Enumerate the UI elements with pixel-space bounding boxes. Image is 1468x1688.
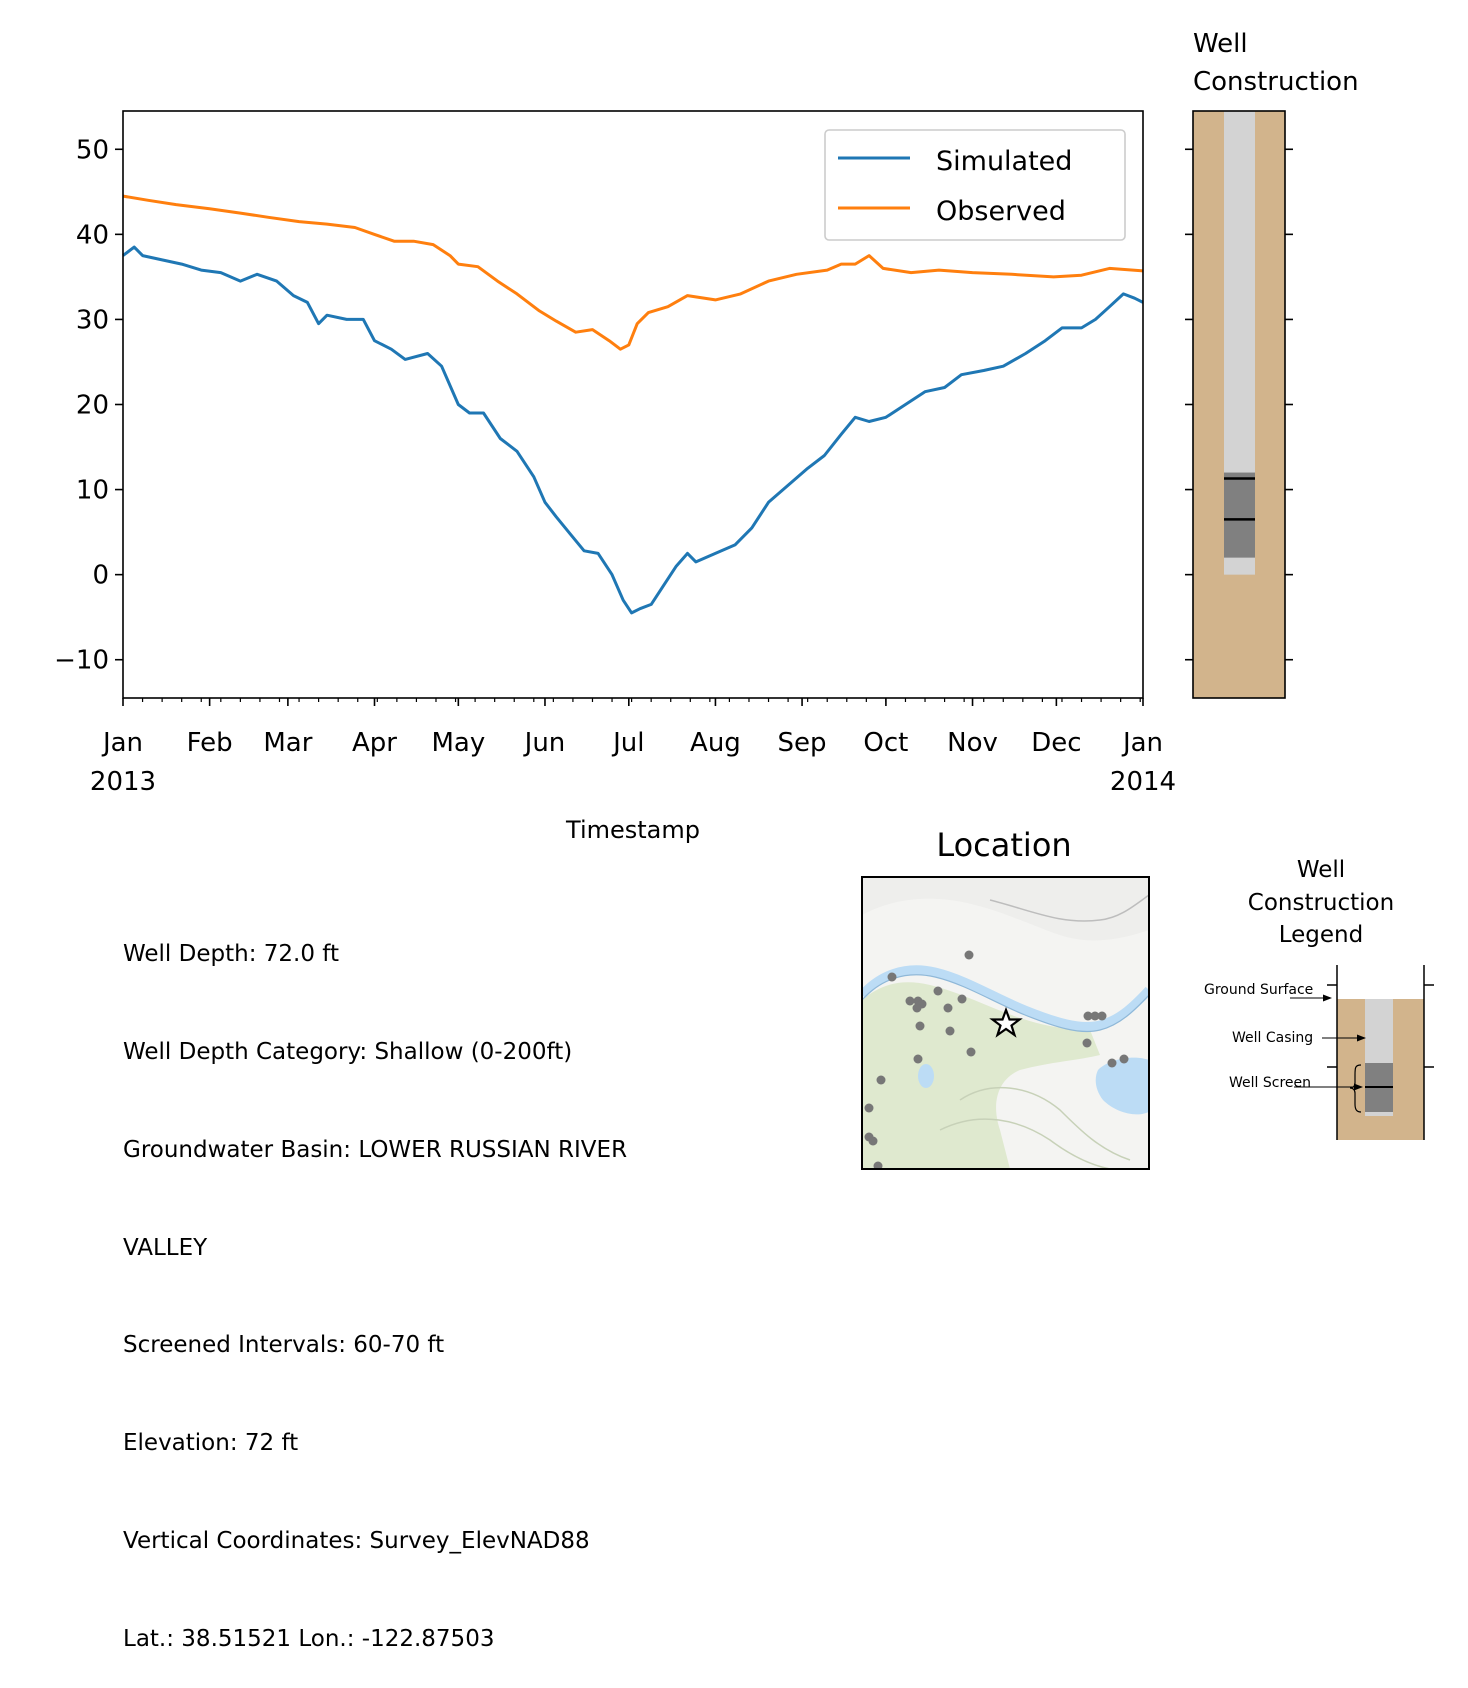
map-well-point bbox=[1090, 1011, 1100, 1021]
series-line-simulated bbox=[122, 245, 1144, 615]
map-well-point bbox=[913, 1054, 923, 1064]
y-tick-label: 40 bbox=[76, 220, 109, 250]
location-title: Location bbox=[936, 826, 1071, 864]
map-land-upper bbox=[862, 877, 1149, 941]
info-line-basin-cont: VALLEY bbox=[123, 1234, 208, 1261]
x-tick-year-label: 2013 bbox=[90, 767, 156, 797]
map-well-point bbox=[966, 1047, 976, 1057]
chart-legend: Simulated Observed bbox=[824, 129, 1126, 241]
well-screen-brace bbox=[1349, 1064, 1362, 1113]
info-line-depth-category: Well Depth Category: Shallow (0-200ft) bbox=[123, 1038, 573, 1065]
map-well-point bbox=[1097, 1011, 1107, 1021]
x-tick-label: Jun bbox=[523, 728, 566, 758]
location-map-panel: Location bbox=[861, 826, 1150, 1170]
map-well-point bbox=[1119, 1054, 1129, 1064]
info-line-elevation: Elevation: 72 ft bbox=[123, 1430, 299, 1457]
y-tick-label: 0 bbox=[92, 561, 109, 591]
legend-label-ground-surface: Ground Surface bbox=[1204, 982, 1313, 998]
x-tick-label: Mar bbox=[263, 728, 312, 758]
well-info-block: Well Depth: 72.0 ft Well Depth Category:… bbox=[123, 873, 627, 1688]
well-screen bbox=[1224, 472, 1255, 558]
x-tick-label: Jul bbox=[611, 728, 644, 758]
y-axis-ticks: −10 0 10 20 30 40 50 bbox=[54, 135, 123, 676]
legend-label-simulated: Simulated bbox=[936, 146, 1072, 177]
x-tick-label: Aug bbox=[690, 728, 741, 758]
legend-title-line3: Legend bbox=[1279, 922, 1364, 948]
map-lake bbox=[1095, 1057, 1149, 1115]
map-pond bbox=[918, 1064, 934, 1088]
well-axis-ticks bbox=[1185, 148, 1293, 661]
map-well-point bbox=[933, 986, 943, 996]
map-well-point bbox=[876, 1075, 886, 1085]
x-axis-label: Timestamp bbox=[565, 816, 700, 844]
map-well-point bbox=[964, 950, 974, 960]
x-axis-ticks: Jan 2013 Feb Mar Apr May Jun Jul Aug Sep Oct Nov Dec… bbox=[90, 698, 1176, 797]
map-contour bbox=[959, 1087, 1131, 1161]
target-well-star bbox=[989, 1006, 1023, 1038]
map-well-point bbox=[864, 1103, 874, 1113]
info-line-well-depth: Well Depth: 72.0 ft bbox=[123, 941, 339, 968]
map-well-point bbox=[1082, 1038, 1092, 1048]
well-construction-panel: Well Construction bbox=[1185, 29, 1359, 699]
map-well-point bbox=[945, 1026, 955, 1036]
figure: −10 0 10 20 30 40 50 Jan 2013 Feb Mar Apr May Jun Jul… bbox=[54, 29, 1434, 1170]
map-well-point bbox=[905, 996, 915, 1006]
well-diagram bbox=[1193, 111, 1285, 698]
y-tick-label: −10 bbox=[54, 646, 109, 676]
map-well-point bbox=[957, 994, 967, 1004]
well-construction-title-line1: Well bbox=[1193, 29, 1248, 59]
map-river bbox=[862, 965, 1149, 1032]
x-tick-label: Nov bbox=[947, 728, 998, 758]
map-river-edge bbox=[862, 974, 1149, 1033]
y-tick-label: 50 bbox=[76, 135, 109, 165]
x-tick-label: Apr bbox=[352, 728, 397, 758]
map-contour bbox=[939, 1118, 1111, 1169]
map-well-points bbox=[864, 950, 1129, 1169]
legend-title-line1: Well bbox=[1297, 857, 1345, 883]
map-well-point bbox=[943, 1003, 953, 1013]
location-map bbox=[862, 877, 1149, 1169]
x-tick-label: May bbox=[431, 728, 485, 758]
arrowhead-icon bbox=[1354, 1083, 1363, 1091]
well-construction-legend: Well Construction Legend Ground Surface … bbox=[1204, 857, 1434, 1140]
y-tick-label: 10 bbox=[76, 476, 109, 506]
x-tick-label: Oct bbox=[863, 728, 908, 758]
x-axis-minor-ticks bbox=[141, 698, 1141, 702]
arrowhead-icon bbox=[1357, 1034, 1366, 1042]
map-well-point bbox=[1107, 1058, 1117, 1068]
y-tick-label: 20 bbox=[76, 391, 109, 421]
timeseries-chart: −10 0 10 20 30 40 50 Jan 2013 Feb Mar Apr May Jun Jul… bbox=[54, 110, 1176, 844]
map-contour bbox=[989, 894, 1149, 922]
arrowhead-icon bbox=[1323, 994, 1332, 1002]
map-well-point bbox=[887, 972, 897, 982]
legend-title-line2: Construction bbox=[1248, 890, 1394, 916]
map-well-point bbox=[873, 1161, 883, 1169]
series-line-observed bbox=[122, 194, 1144, 351]
info-line-screened-intervals: Screened Intervals: 60-70 ft bbox=[123, 1332, 445, 1359]
map-well-point bbox=[912, 1003, 922, 1013]
info-line-basin: Groundwater Basin: LOWER RUSSIAN RIVER bbox=[123, 1136, 628, 1163]
x-tick-label: Jan bbox=[101, 728, 143, 758]
info-line-lat-lon: Lat.: 38.51521 Lon.: -122.87503 bbox=[123, 1625, 495, 1652]
series-layer bbox=[122, 194, 1144, 615]
y-tick-label: 30 bbox=[76, 305, 109, 335]
legend-label-observed: Observed bbox=[936, 196, 1066, 227]
x-tick-label: Sep bbox=[778, 728, 827, 758]
x-tick-label: Jan bbox=[1121, 728, 1163, 758]
map-well-point bbox=[915, 1021, 925, 1031]
info-line-vertical-coordinates: Vertical Coordinates: Survey_ElevNAD88 bbox=[123, 1527, 590, 1554]
legend-label-well-screen: Well Screen bbox=[1229, 1075, 1311, 1091]
x-tick-label: Feb bbox=[187, 728, 233, 758]
well-construction-title-line2: Construction bbox=[1193, 67, 1359, 97]
x-tick-label: Dec bbox=[1031, 728, 1081, 758]
map-well-point bbox=[868, 1136, 878, 1146]
map-frame bbox=[861, 876, 1150, 1170]
map-well-point bbox=[1083, 1011, 1093, 1021]
x-tick-year-label: 2014 bbox=[1110, 767, 1176, 797]
legend-label-well-casing: Well Casing bbox=[1232, 1030, 1313, 1046]
